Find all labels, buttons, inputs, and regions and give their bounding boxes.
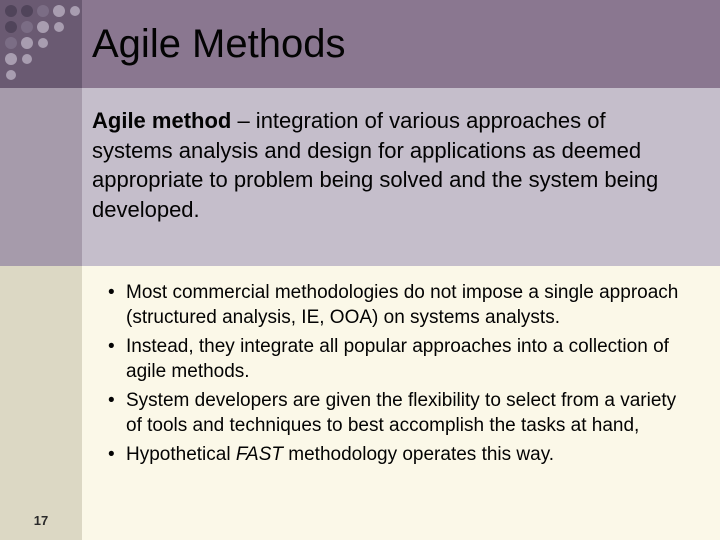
- bullet-item: Instead, they integrate all popular appr…: [108, 334, 692, 384]
- left-mid-block: [0, 88, 82, 266]
- decorative-dot: [6, 70, 16, 80]
- slide: 17 Agile Methods Agile method – integrat…: [0, 0, 720, 540]
- definition-paragraph: Agile method – integration of various ap…: [92, 106, 690, 225]
- bullet-item: Most commercial methodologies do not imp…: [108, 280, 692, 330]
- page-number: 17: [0, 513, 82, 528]
- decorative-dot: [37, 21, 49, 33]
- decorative-dot: [21, 5, 33, 17]
- decorative-dot: [37, 5, 49, 17]
- fast-emphasis: FAST: [236, 444, 283, 465]
- decorative-dot: [5, 37, 17, 49]
- bullet-list: Most commercial methodologies do not imp…: [108, 280, 692, 468]
- bullets-band: Most commercial methodologies do not imp…: [82, 266, 720, 540]
- decorative-dot: [22, 54, 32, 64]
- decorative-dot: [5, 21, 17, 33]
- decorative-dot: [53, 5, 65, 17]
- decorative-dot: [70, 6, 80, 16]
- decorative-dot: [54, 22, 64, 32]
- left-sidebar: 17: [0, 0, 82, 540]
- bullet-item: Hypothetical FAST methodology operates t…: [108, 442, 692, 467]
- decorative-dot: [5, 53, 17, 65]
- left-bottom-block: 17: [0, 266, 82, 540]
- decorative-dots-region: [0, 0, 82, 88]
- decorative-dot: [21, 21, 33, 33]
- decorative-dot: [38, 38, 48, 48]
- decorative-dot: [5, 5, 17, 17]
- slide-title: Agile Methods: [92, 22, 345, 67]
- definition-band: Agile method – integration of various ap…: [82, 88, 720, 266]
- definition-term: Agile method: [92, 108, 231, 133]
- decorative-dot: [21, 37, 33, 49]
- title-band: Agile Methods: [82, 0, 720, 88]
- bullet-item: System developers are given the flexibil…: [108, 388, 692, 438]
- main-content: Agile Methods Agile method – integration…: [82, 0, 720, 540]
